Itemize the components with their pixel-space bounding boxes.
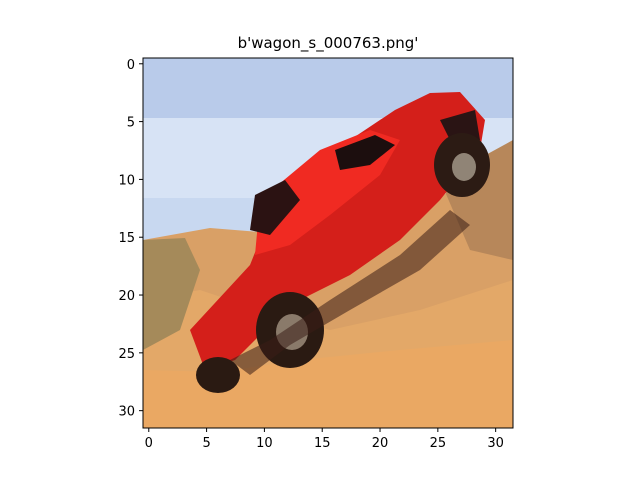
- x-tick-label: 20: [372, 436, 389, 451]
- y-tick-label: 15: [118, 231, 135, 246]
- y-tick-label: 25: [118, 347, 135, 362]
- y-tick-label: 30: [118, 405, 135, 420]
- y-tick-label: 20: [118, 289, 135, 304]
- x-tick-label: 10: [256, 436, 273, 451]
- x-tick-label: 0: [145, 436, 153, 451]
- x-axis: 0 5 10 15 20 25 30: [145, 428, 504, 451]
- image-pixels: [143, 58, 513, 428]
- x-tick-label: 30: [487, 436, 504, 451]
- x-tick-label: 25: [430, 436, 447, 451]
- figure-title: b'wagon_s_000763.png': [238, 34, 419, 53]
- y-tick-label: 10: [118, 173, 135, 188]
- axes-frame: [142, 57, 514, 429]
- y-tick-label: 5: [127, 116, 135, 131]
- y-axis: 0 5 10 15 20 25 30: [118, 58, 143, 420]
- x-tick-label: 15: [314, 436, 331, 451]
- x-tick-label: 5: [202, 436, 210, 451]
- y-tick-label: 0: [127, 58, 135, 73]
